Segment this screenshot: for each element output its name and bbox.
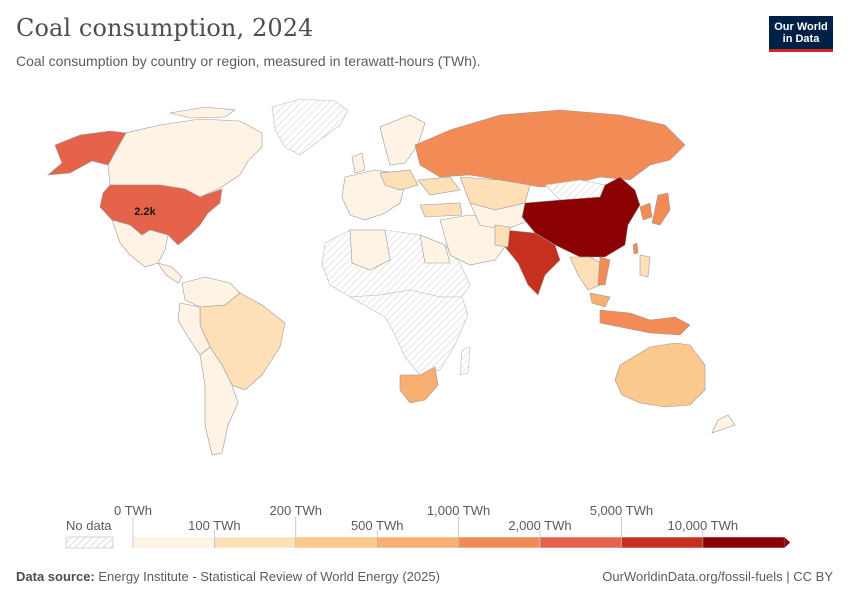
legend-label-2: 200 TWh [270,503,323,518]
usa-value-label: 2.2k [134,206,156,218]
country-vietnam[interactable] [597,256,611,286]
logo-line-1: Our World [774,21,828,33]
legend-bin-1[interactable] [214,536,297,549]
country-taiwan[interactable] [632,242,639,255]
footer-link[interactable]: OurWorldinData.org/fossil-fuels | CC BY [602,569,833,584]
world-map: 2.2k [47,98,736,456]
chart-subtitle: Coal consumption by country or region, m… [16,53,481,69]
country-canada[interactable] [107,118,263,198]
country-usa-alaska[interactable] [47,130,127,176]
legend-bin-4[interactable] [458,536,541,549]
country-egypt[interactable] [419,234,451,264]
legend-label-6: 5,000 TWh [590,503,653,518]
country-germany-poland[interactable] [379,169,419,191]
country-canada-islands[interactable] [169,106,236,119]
country-mexico[interactable] [111,219,169,268]
logo-line-2: in Data [782,33,820,45]
legend-label-3: 500 TWh [351,518,404,533]
country-india[interactable] [504,229,561,296]
legend-bin-0[interactable] [132,536,215,549]
legend-arrow [784,537,791,548]
legend-label-0: 0 TWh [114,503,152,518]
footer-source-label: Data source: [16,569,95,584]
country-turkey[interactable] [419,202,463,218]
country-uk[interactable] [351,152,366,174]
country-scandinavia[interactable] [379,114,426,166]
country-algeria[interactable] [349,229,391,271]
legend-label-1: 100 TWh [188,518,241,533]
legend-bin-5[interactable] [539,536,622,549]
country-greenland[interactable] [271,98,349,156]
legend-bin-6[interactable] [621,536,704,549]
legend-bin-2[interactable] [295,536,378,549]
legend-label-7: 10,000 TWh [668,518,739,533]
legend-label-5: 2,000 TWh [508,518,571,533]
country-madagascar[interactable] [459,346,471,376]
country-russia[interactable] [414,109,686,188]
country-south-africa[interactable] [399,366,439,404]
owid-logo[interactable]: Our World in Data [769,16,833,52]
legend-label-4: 1,000 TWh [427,503,490,518]
legend-bins: 0 TWh 100 TWh 200 TWh 500 TWh 1,000 TWh 2,000… [114,503,791,549]
country-new-zealand[interactable] [711,414,736,434]
country-korea[interactable] [639,202,653,221]
country-africa-central[interactable] [348,289,469,376]
country-indonesia[interactable] [599,309,691,336]
legend-bin-3[interactable] [376,536,459,549]
country-central-america[interactable] [157,262,183,284]
country-japan[interactable] [651,192,671,226]
color-legend: No data 0 TWh 100 TWh 200 TWh 500 TWh 1,000 … [65,503,791,549]
footer-source: Data source: Energy Institute - Statisti… [16,569,440,584]
legend-bin-7[interactable] [702,536,785,549]
chart-title: Coal consumption, 2024 [16,14,314,42]
country-argentina[interactable] [199,346,239,456]
country-ukraine[interactable] [417,176,461,196]
country-usa[interactable] [99,184,223,246]
country-australia[interactable] [614,342,706,408]
country-pakistan[interactable] [494,224,511,248]
legend-no-data-swatch [65,536,114,549]
country-malaysia[interactable] [589,292,611,308]
country-philippines[interactable] [639,254,651,278]
footer-source-text[interactable]: Energy Institute - Statistical Review of… [98,569,440,584]
legend-no-data-label: No data [66,518,112,533]
